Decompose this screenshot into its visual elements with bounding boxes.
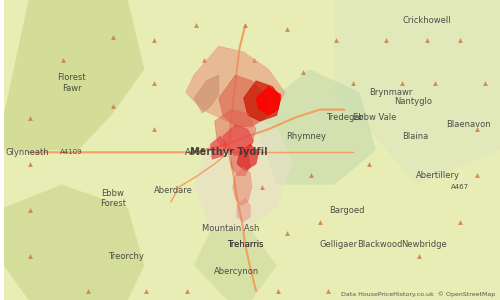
Text: Glynneath: Glynneath [5,148,49,157]
Polygon shape [237,144,258,171]
Polygon shape [223,124,254,156]
Text: Blaina: Blaina [402,132,429,141]
Text: Blaenavon: Blaenavon [446,120,491,129]
Text: Mountain Ash: Mountain Ash [202,224,260,233]
Polygon shape [214,110,256,152]
Text: Aberdare: Aberdare [154,186,192,195]
Text: Gelligaer: Gelligaer [320,240,358,249]
Text: Tredegar: Tredegar [326,113,363,122]
Polygon shape [210,136,227,159]
Polygon shape [219,75,268,127]
Text: Newbridge: Newbridge [401,240,447,249]
Text: Blackwood: Blackwood [358,240,403,249]
Polygon shape [233,167,252,206]
Polygon shape [194,116,293,231]
Text: Ebbw
Forest: Ebbw Forest [100,189,126,208]
Text: A467: A467 [451,184,469,190]
Polygon shape [186,46,285,127]
Polygon shape [4,184,144,300]
Text: Florest
Fawr: Florest Fawr [57,74,86,93]
Text: Brynmawr: Brynmawr [369,88,412,97]
Text: A465: A465 [185,148,206,157]
Text: Merthyr Tydfil: Merthyr Tydfil [190,147,268,157]
Polygon shape [194,231,276,300]
Text: Data HousePriceHistory.co.uk  © OpenStreetMap: Data HousePriceHistory.co.uk © OpenStree… [341,291,495,297]
Text: Nantyglo: Nantyglo [394,97,432,106]
Polygon shape [237,199,250,221]
Text: Treharris: Treharris [227,240,264,249]
Text: Abercynon: Abercynon [214,267,260,276]
Text: Treorchy: Treorchy [108,252,144,261]
Polygon shape [256,86,281,116]
Polygon shape [4,0,144,150]
Text: Bargoed: Bargoed [329,206,364,214]
Text: Ebbw Vale: Ebbw Vale [352,113,396,122]
Text: A4109: A4109 [60,149,83,155]
Polygon shape [231,148,250,176]
Polygon shape [194,75,219,113]
Text: Abertillery: Abertillery [416,171,460,180]
Text: Crickhowell: Crickhowell [403,16,452,25]
Polygon shape [334,0,500,184]
Polygon shape [244,81,281,121]
Text: Treharris: Treharris [227,240,264,249]
Polygon shape [252,69,376,184]
Text: Rhymney: Rhymney [286,132,326,141]
